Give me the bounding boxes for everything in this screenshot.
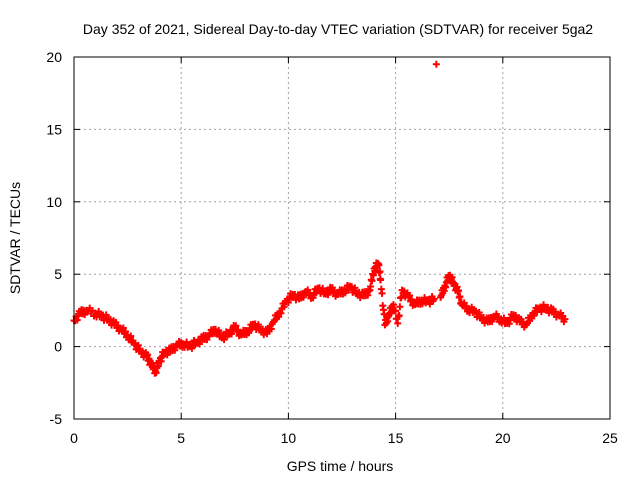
data-point — [245, 329, 253, 337]
data-point — [324, 291, 332, 299]
data-point — [378, 289, 386, 297]
y-tick-label: 20 — [46, 49, 62, 65]
data-point — [453, 283, 461, 291]
data-point — [254, 321, 262, 329]
data-point — [488, 317, 496, 325]
data-point — [365, 287, 373, 295]
data-point — [462, 302, 470, 310]
data-point — [134, 341, 142, 349]
y-tick-label: 10 — [46, 194, 62, 210]
data-point — [203, 336, 211, 344]
x-tick-label: 10 — [281, 430, 297, 446]
data-series-sdtvar — [70, 60, 569, 377]
data-point — [171, 346, 179, 354]
data-point — [188, 344, 196, 352]
y-tick-label: 5 — [54, 266, 62, 282]
data-point — [145, 355, 153, 363]
data-point — [456, 292, 464, 300]
data-point — [376, 275, 384, 283]
data-point — [396, 303, 404, 311]
data-point — [144, 351, 152, 359]
data-point — [376, 267, 384, 275]
chart-title: Day 352 of 2021, Sidereal Day-to-day VTE… — [83, 21, 593, 37]
data-point — [495, 313, 503, 321]
data-point — [428, 293, 436, 301]
y-tick-labels: -5 0 5 10 15 20 — [46, 49, 62, 427]
data-point — [81, 311, 89, 319]
data-point — [560, 318, 568, 326]
plot-frame — [73, 56, 611, 420]
data-point — [127, 332, 135, 340]
data-point — [380, 310, 388, 318]
data-point — [375, 261, 383, 269]
data-point — [215, 326, 223, 334]
data-point — [319, 284, 327, 292]
y-tick-label: -5 — [50, 411, 63, 427]
data-point — [395, 312, 403, 320]
data-point — [440, 287, 448, 295]
data-point — [121, 327, 129, 335]
data-point — [559, 312, 567, 320]
y-axis-label: SDTVAR / TECUs — [7, 182, 23, 294]
data-point — [368, 277, 376, 285]
x-tick-label: 20 — [495, 430, 511, 446]
data-point — [284, 298, 292, 306]
data-point — [119, 324, 127, 332]
data-point — [268, 320, 276, 328]
data-point — [89, 307, 97, 315]
data-point — [228, 330, 236, 338]
data-point — [369, 271, 377, 279]
data-point — [277, 309, 285, 317]
data-point — [448, 273, 456, 281]
data-point — [406, 291, 414, 299]
data-point — [540, 301, 548, 309]
data-point — [364, 291, 372, 299]
data-point — [280, 303, 288, 311]
data-point — [248, 324, 256, 332]
data-point — [475, 309, 483, 317]
data-point — [163, 351, 171, 359]
data-point — [454, 287, 462, 295]
x-tick-label: 5 — [177, 430, 185, 446]
y-tick-label: 0 — [54, 339, 62, 355]
data-point — [351, 284, 359, 292]
x-axis-label: GPS time / hours — [287, 458, 394, 474]
data-point — [195, 340, 203, 348]
axis-ticks — [73, 56, 611, 420]
data-point — [102, 311, 110, 319]
data-point — [74, 312, 82, 320]
x-tick-labels: 0 5 10 15 20 25 — [70, 430, 618, 446]
data-point — [220, 336, 228, 344]
x-tick-label: 15 — [388, 430, 404, 446]
data-point — [392, 307, 400, 315]
grid-lines — [74, 57, 610, 419]
data-point — [73, 316, 81, 324]
data-point — [267, 325, 275, 333]
y-tick-label: 15 — [46, 121, 62, 137]
data-point — [530, 312, 538, 320]
data-point — [309, 294, 317, 302]
data-point — [432, 60, 440, 68]
data-point — [505, 320, 513, 328]
data-point — [232, 322, 240, 330]
x-tick-label: 0 — [70, 430, 78, 446]
data-point — [429, 297, 437, 305]
x-tick-label: 25 — [602, 430, 618, 446]
data-point — [367, 283, 375, 291]
data-point — [299, 293, 307, 301]
